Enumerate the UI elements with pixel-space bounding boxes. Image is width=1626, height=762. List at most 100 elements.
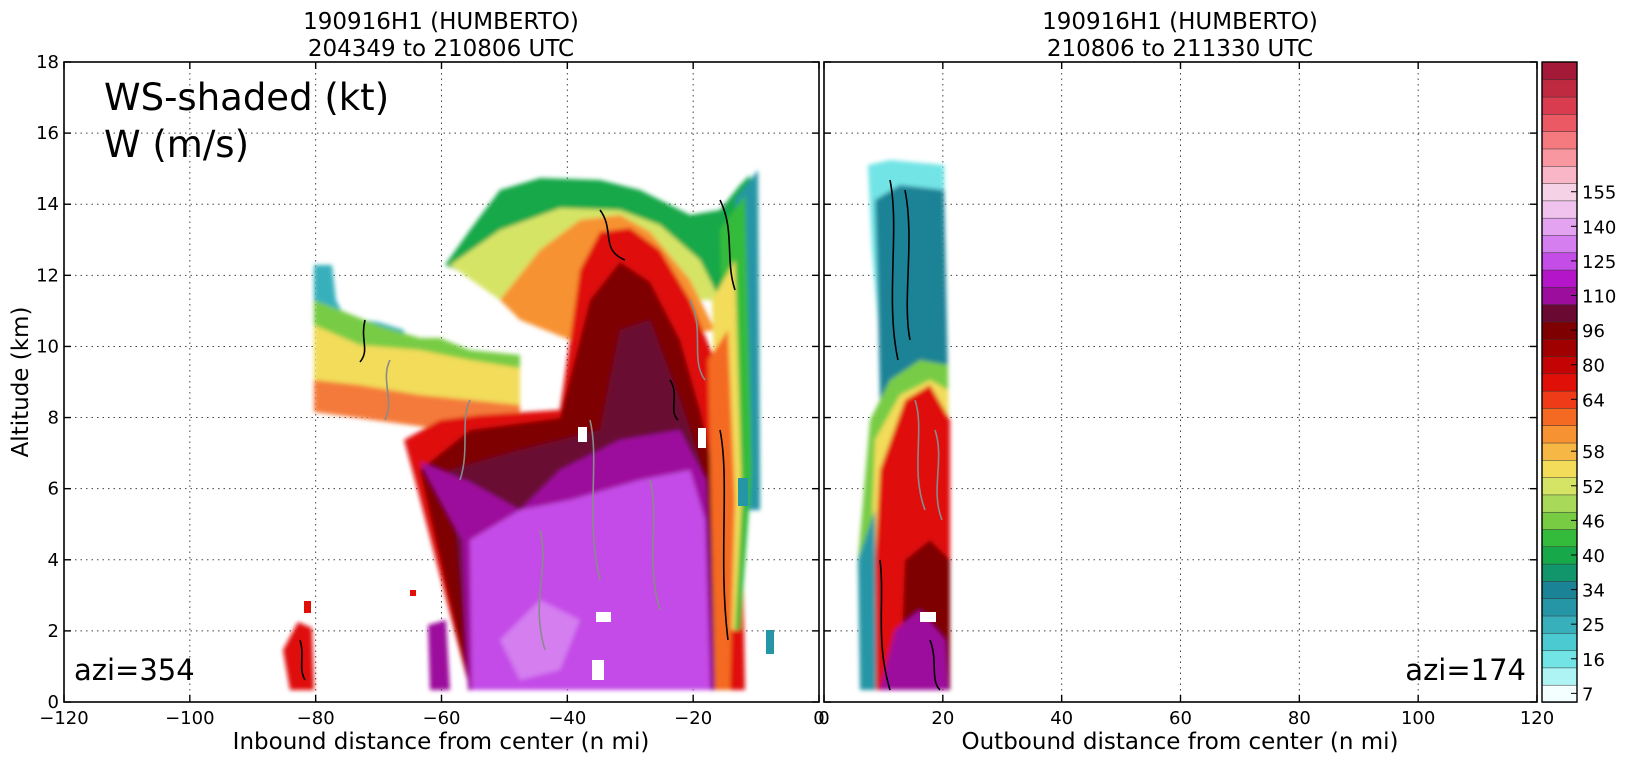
right-title-line2: 210806 to 211330 UTC	[1047, 36, 1313, 62]
colorbar-swatch	[1541, 234, 1578, 254]
left-wind-shading	[283, 170, 760, 690]
w-contour-negative	[879, 559, 891, 691]
w-contour-negative	[669, 379, 679, 421]
colorbar-swatch	[1541, 407, 1578, 426]
left-title-line2: 204349 to 210806 UTC	[308, 36, 574, 62]
left-title-line1: 190916H1 (HUMBERTO)	[303, 9, 579, 35]
colorbar-swatch	[1541, 338, 1578, 357]
w-contour-negative	[889, 179, 899, 361]
w-contour-negative	[599, 209, 626, 261]
x-tick-label: −120	[39, 708, 88, 729]
right-w-contours	[879, 179, 943, 691]
ws-region-low-edge	[858, 510, 876, 690]
y-tick-label: 4	[48, 550, 59, 571]
colorbar-swatch	[1541, 373, 1578, 392]
y-tick-label: 16	[36, 123, 59, 144]
colorbar-swatch	[1541, 130, 1578, 150]
colorbar-swatch	[1541, 632, 1578, 651]
colorbar-swatch	[1541, 563, 1578, 582]
y-tick-label: 18	[36, 52, 59, 73]
colorbar-tick-label: 46	[1582, 511, 1605, 532]
x-tick-label: 20	[931, 708, 954, 729]
colorbar-tick-label: 58	[1582, 442, 1605, 463]
w-contour-negative	[299, 639, 306, 681]
colorbar-swatch	[1541, 61, 1578, 81]
colorbar-tick-label: 140	[1582, 217, 1616, 238]
x-tick-label: 120	[1520, 708, 1554, 729]
colorbar-tick-label: 16	[1582, 650, 1605, 671]
colorbar-swatch	[1541, 96, 1578, 115]
colorbar-swatch	[1541, 528, 1578, 548]
colorbar-tick-label: 155	[1582, 183, 1616, 204]
w-contour-positive	[689, 299, 706, 381]
w-contour-positive	[384, 359, 391, 421]
colorbar-tick-label: 52	[1582, 477, 1605, 498]
colorbar-frame	[1541, 61, 1578, 703]
w-contour-negative	[929, 639, 941, 691]
data-gap	[596, 612, 611, 622]
y-tick-label: 14	[36, 194, 59, 215]
x-tick-label: 80	[1288, 708, 1311, 729]
left-plot-area	[64, 62, 819, 702]
w-contour-positive	[914, 399, 926, 511]
left-panel: 190916H1 (HUMBERTO) 204349 to 210806 UTC	[8, 9, 825, 755]
y-tick-label: 10	[36, 336, 59, 357]
colorbar-swatch	[1541, 148, 1578, 167]
w-contour-positive	[538, 529, 546, 651]
w-contour-positive	[459, 399, 471, 481]
x-tick-label: 40	[1050, 708, 1073, 729]
x-tick-label: 60	[1169, 708, 1192, 729]
colorbar-swatch	[1541, 667, 1578, 686]
colorbar-tick-label: 7	[1582, 684, 1593, 705]
x-tick-label: −100	[165, 708, 214, 729]
x-tick-label: −20	[674, 708, 712, 729]
annotation-line2: W (m/s)	[104, 123, 249, 166]
right-axes: 0 20 40 60 80 100 120	[818, 61, 1554, 729]
right-panel: 190916H1 (HUMBERTO) 210806 to 211330 UTC	[818, 9, 1554, 755]
w-contour-negative	[904, 189, 911, 341]
colorbar-swatch	[1541, 200, 1578, 219]
colorbar-swatch	[1541, 494, 1578, 513]
colorbar-swatch	[1541, 424, 1578, 444]
left-w-contours	[299, 199, 736, 681]
y-tick-label: 8	[48, 408, 59, 429]
colorbar-tick-label: 40	[1582, 546, 1605, 567]
data-gap	[698, 428, 706, 448]
colorbar-tick-label: 25	[1582, 615, 1605, 636]
ws-speck	[738, 478, 748, 506]
colorbar-swatch	[1541, 269, 1578, 288]
ws-region-low-jet-lilac	[500, 600, 580, 680]
x-tick-label: 0	[818, 708, 829, 729]
data-gap	[592, 660, 604, 680]
w-contour-positive	[934, 429, 943, 521]
ws-region-inner-edge-orange	[708, 330, 735, 690]
y-axis-label: Altitude (km)	[8, 307, 34, 458]
colorbar-tick-label: 110	[1582, 287, 1616, 308]
y-tick-label: 6	[48, 479, 59, 500]
colorbar-swatch	[1541, 113, 1578, 132]
colorbar-swatch	[1541, 597, 1578, 617]
right-title-line1: 190916H1 (HUMBERTO)	[1042, 9, 1318, 35]
colorbar-swatch	[1541, 303, 1578, 323]
y-tick-label: 12	[36, 265, 59, 286]
colorbar-tick-label: 96	[1582, 321, 1605, 342]
ws-region-low-jet	[880, 610, 948, 690]
data-gap	[920, 612, 936, 622]
ws-region-isolated-cell-left	[283, 622, 314, 690]
data-gap	[578, 427, 587, 442]
w-contour-positive	[589, 419, 601, 581]
y-tick-label: 0	[48, 692, 59, 713]
right-plot-area	[824, 62, 1537, 702]
colorbar-tick-label: 80	[1582, 356, 1605, 377]
y-tick-label: 2	[48, 621, 59, 642]
ws-speck	[304, 601, 311, 613]
x-tick-label: −60	[423, 708, 461, 729]
colorbar-swatch	[1541, 165, 1578, 184]
right-azimuth-label: azi=174	[1405, 653, 1526, 687]
colorbar-swatch	[1541, 79, 1578, 98]
colorbar-swatch	[1541, 459, 1578, 478]
annotation-line1: WS-shaded (kt)	[104, 76, 389, 119]
ws-region-isolated-cell-mid	[428, 620, 450, 690]
w-contour-negative	[719, 429, 729, 641]
